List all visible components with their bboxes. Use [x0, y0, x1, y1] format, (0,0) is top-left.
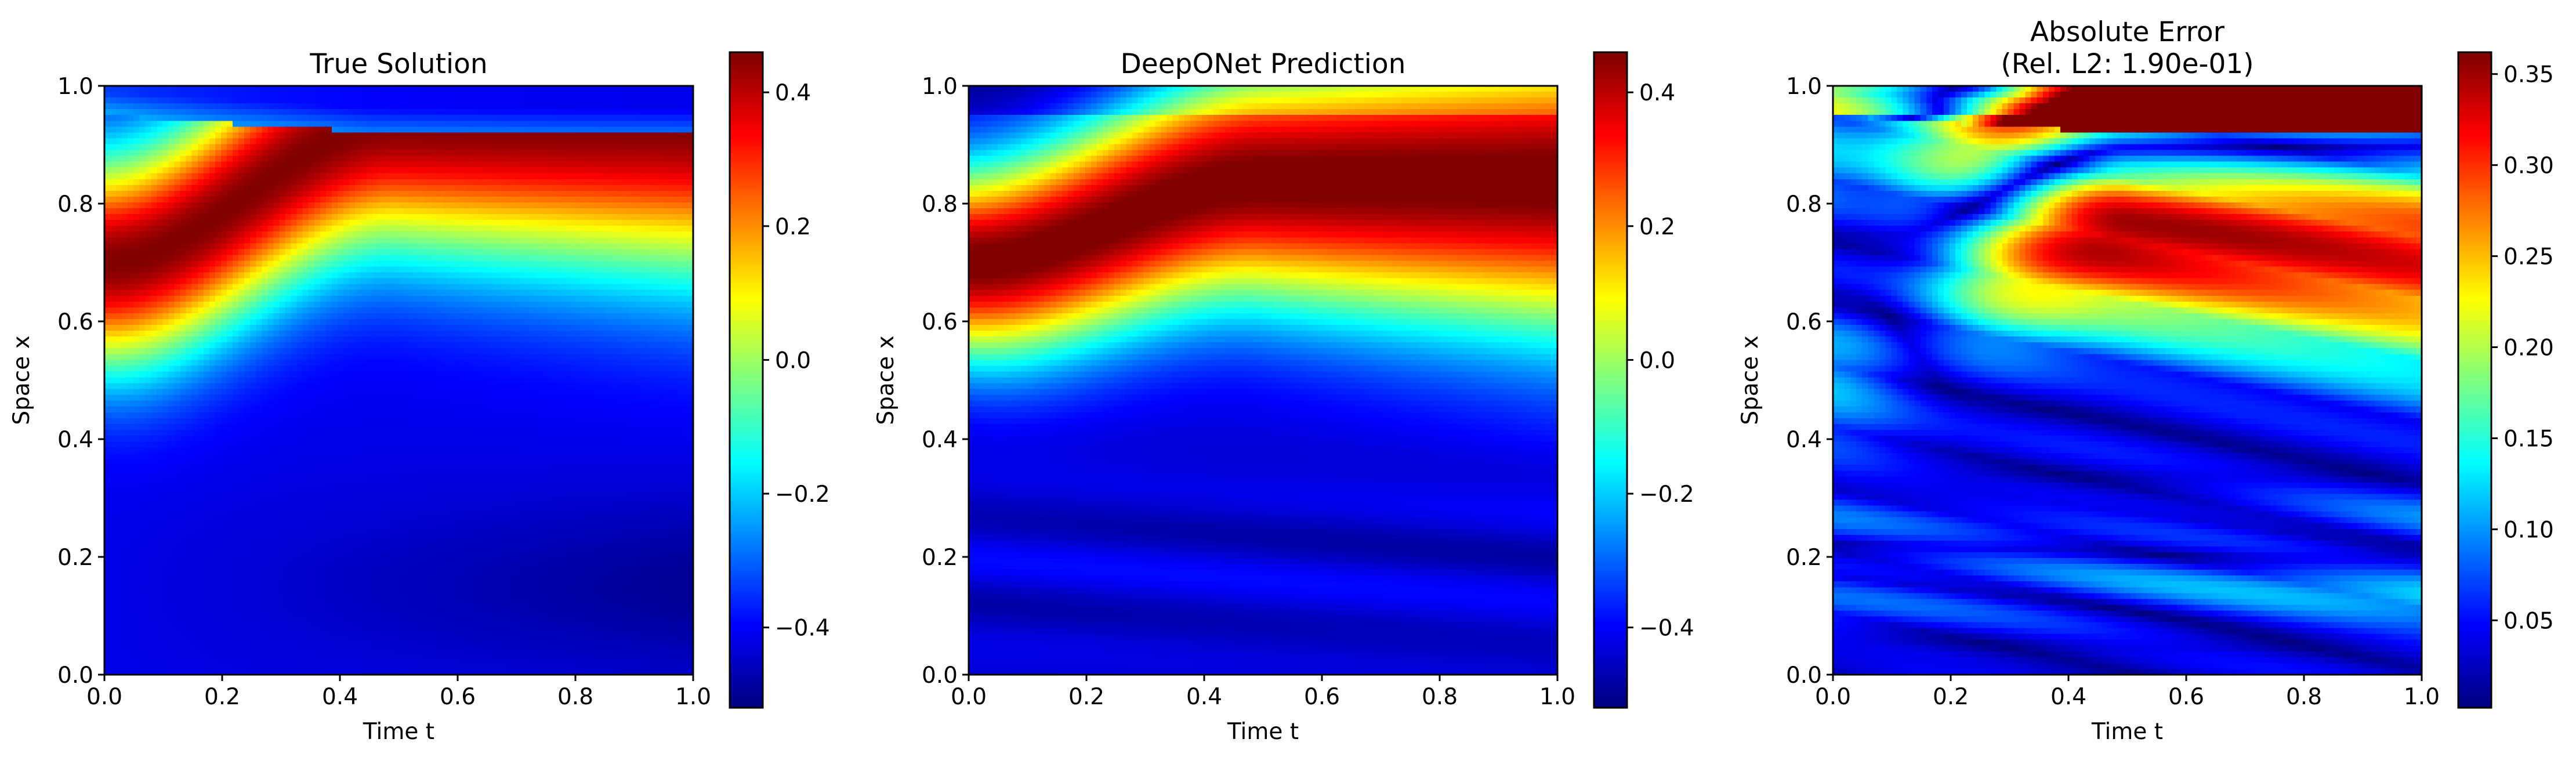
- colorbar-frame: [729, 51, 764, 709]
- colorbar-tick-label: −0.4: [1639, 615, 1694, 642]
- x-axis-label: Time t: [363, 719, 434, 745]
- panel-2: DeepONet Prediction 0.0 0.2 0.4 0.6 0.8 1.0 0.0…: [873, 48, 1694, 745]
- colorbar-tick-label: 0.2: [775, 214, 811, 240]
- axes-frame: [968, 85, 1559, 676]
- x-tick-label: 0.0: [86, 684, 122, 710]
- colorbar-gradient: [2458, 52, 2491, 708]
- y-tick-label: 0.0: [57, 662, 93, 689]
- y-axis-label: Space x: [1737, 335, 1763, 425]
- colorbar-tick-label: 0.30: [2503, 153, 2554, 179]
- y-tick-label: 1.0: [922, 74, 958, 100]
- colorbar-tick-label: −0.4: [775, 615, 830, 642]
- panel-1: True Solution 0.0 0.2 0.4 0.6 0.8 1.0 0.0 0.2 0.4…: [9, 48, 830, 745]
- x-tick-label: 0.4: [2050, 684, 2086, 710]
- y-axis-label: Space x: [9, 335, 35, 425]
- y-tick-label: 0.8: [1786, 191, 1822, 218]
- colorbar-tick-label: 0.0: [775, 347, 811, 374]
- x-tick-label: 0.2: [1933, 684, 1969, 710]
- x-tick-label: 0.4: [322, 684, 358, 710]
- colorbar-frame: [2457, 51, 2492, 709]
- colorbar-tick-label: 0.2: [1639, 214, 1675, 240]
- colorbar-tick-label: 0.15: [2503, 426, 2554, 452]
- chart-title: True Solution: [309, 48, 487, 80]
- x-axis-label: Time t: [1227, 719, 1299, 745]
- y-tick-label: 0.2: [57, 545, 93, 571]
- x-tick-label: 0.8: [1422, 684, 1458, 710]
- panel-3: Absolute Error(Rel. L2: 1.90e-01)0.0 0.2 0…: [1737, 16, 2554, 745]
- x-tick-label: 0.8: [557, 684, 593, 710]
- colorbar-tick-label: 0.4: [775, 80, 811, 106]
- colorbar-tick-label: 0.0: [1639, 347, 1675, 374]
- colorbar-tick-label: 0.05: [2503, 608, 2554, 634]
- x-tick-label: 0.6: [2168, 684, 2204, 710]
- colorbar-gradient: [730, 52, 763, 708]
- y-tick-label: 0.2: [922, 545, 958, 571]
- x-tick-label: 0.0: [1815, 684, 1851, 710]
- colorbar-tick-label: −0.2: [775, 481, 830, 508]
- x-tick-label: 0.6: [440, 684, 476, 710]
- chart-title: DeepONet Prediction: [1121, 48, 1406, 80]
- y-tick-label: 0.4: [922, 427, 958, 453]
- colorbar-tick-label: 0.10: [2503, 517, 2554, 543]
- y-tick-label: 1.0: [57, 74, 93, 100]
- chart-title: (Rel. L2: 1.90e-01): [2001, 48, 2253, 80]
- y-tick-label: 0.8: [922, 191, 958, 218]
- chart-title: Absolute Error: [2030, 16, 2225, 48]
- x-tick-label: 0.8: [2286, 684, 2322, 710]
- axes-frame: [103, 85, 694, 676]
- y-axis-label: Space x: [873, 335, 899, 425]
- y-tick-label: 0.2: [1786, 545, 1822, 571]
- axes-frame: [1832, 85, 2423, 676]
- x-tick-label: 0.2: [1068, 684, 1104, 710]
- colorbar-tick-label: 0.35: [2503, 62, 2554, 88]
- x-tick-label: 1.0: [1539, 684, 1575, 710]
- y-tick-label: 0.0: [922, 662, 958, 689]
- y-tick-label: 0.4: [57, 427, 93, 453]
- x-tick-label: 1.0: [675, 684, 711, 710]
- heatmap-image: [104, 86, 693, 675]
- heatmap-image: [1833, 86, 2422, 675]
- colorbar-tick-label: −0.2: [1639, 481, 1694, 508]
- y-tick-label: 1.0: [1786, 74, 1822, 100]
- x-tick-label: 0.4: [1186, 684, 1222, 710]
- y-tick-label: 0.6: [922, 309, 958, 335]
- colorbar-tick-label: 0.25: [2503, 244, 2554, 270]
- y-tick-label: 0.6: [57, 309, 93, 335]
- x-tick-label: 0.6: [1304, 684, 1340, 710]
- colorbar-frame: [1593, 51, 1628, 709]
- colorbar-tick-label: 0.4: [1639, 80, 1675, 106]
- colorbar-tick-label: 0.20: [2503, 335, 2554, 361]
- x-tick-label: 0.2: [204, 684, 240, 710]
- y-tick-label: 0.6: [1786, 309, 1822, 335]
- colorbar-gradient: [1594, 52, 1627, 708]
- heatmap-image: [969, 86, 1557, 675]
- x-axis-label: Time t: [2091, 719, 2163, 745]
- y-tick-label: 0.0: [1786, 662, 1822, 689]
- y-tick-label: 0.4: [1786, 427, 1822, 453]
- y-tick-label: 0.8: [57, 191, 93, 218]
- x-tick-label: 1.0: [2404, 684, 2440, 710]
- x-tick-label: 0.0: [951, 684, 987, 710]
